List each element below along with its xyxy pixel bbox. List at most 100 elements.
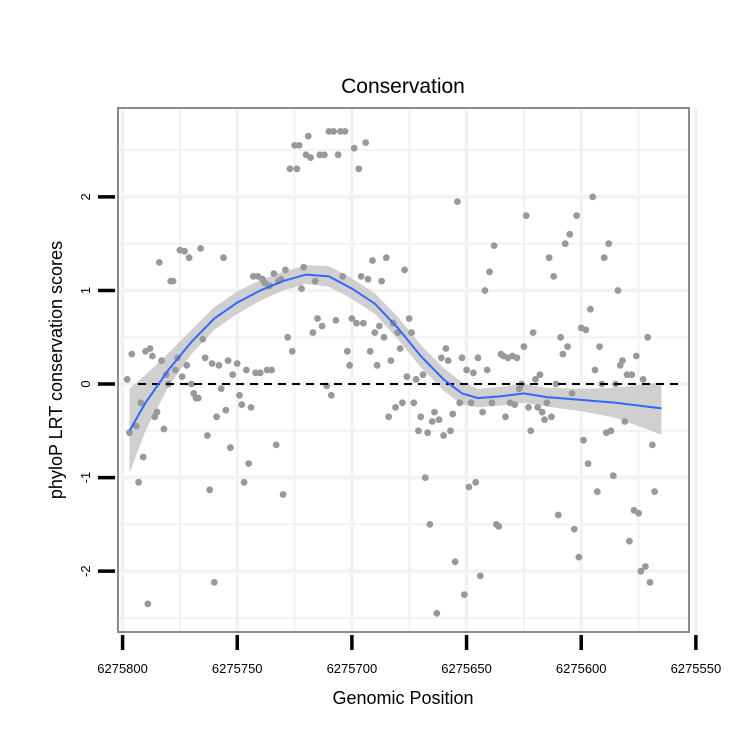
- data-point: [288, 347, 296, 355]
- data-point: [311, 277, 319, 285]
- grid-lines: [118, 108, 698, 632]
- data-point: [470, 369, 477, 377]
- data-point: [284, 333, 292, 341]
- data-point: [476, 572, 484, 580]
- data-point: [169, 277, 177, 285]
- data-point: [600, 254, 608, 262]
- data-point: [286, 165, 294, 173]
- data-point: [378, 277, 386, 285]
- data-point: [465, 483, 473, 491]
- data-point: [282, 266, 289, 274]
- data-point: [628, 371, 636, 379]
- data-point: [382, 254, 390, 262]
- data-point: [181, 247, 188, 255]
- data-point: [520, 343, 528, 350]
- data-point: [405, 315, 413, 322]
- data-point: [199, 335, 207, 343]
- x-tick-label: 6275600: [556, 661, 607, 676]
- data-point: [215, 361, 223, 369]
- data-point: [449, 410, 457, 418]
- data-point: [371, 329, 379, 336]
- data-point: [554, 511, 562, 519]
- data-point: [460, 591, 468, 598]
- data-point: [559, 350, 567, 358]
- data-point: [456, 399, 464, 407]
- data-point: [472, 478, 480, 486]
- data-point: [155, 259, 163, 266]
- data-point: [139, 453, 147, 461]
- data-point: [171, 366, 179, 374]
- data-point: [355, 165, 363, 173]
- data-point: [270, 270, 278, 277]
- data-point: [582, 326, 590, 334]
- data-point: [511, 401, 519, 408]
- data-point: [483, 366, 491, 374]
- data-point: [417, 413, 425, 421]
- data-point: [463, 366, 470, 374]
- data-point: [564, 343, 571, 350]
- data-point: [433, 609, 441, 617]
- data-point: [332, 317, 340, 324]
- data-point: [132, 422, 140, 430]
- data-point: [204, 432, 211, 439]
- data-point: [527, 427, 535, 435]
- data-point: [373, 361, 381, 369]
- panel-border: [117, 107, 690, 633]
- data-point: [437, 354, 445, 362]
- data-point: [137, 399, 145, 407]
- data-point: [385, 413, 392, 421]
- data-point: [197, 245, 205, 252]
- data-point: [451, 558, 459, 566]
- data-point: [334, 151, 342, 159]
- data-point: [247, 404, 255, 411]
- x-tick-label: 6275650: [441, 661, 492, 676]
- data-point: [419, 371, 427, 379]
- data-point: [486, 268, 493, 276]
- data-point: [366, 347, 374, 355]
- data-point: [295, 142, 303, 149]
- data-point: [513, 354, 521, 362]
- data-point: [238, 401, 246, 408]
- data-point: [412, 376, 420, 383]
- data-point: [321, 151, 328, 159]
- data-point: [135, 478, 143, 486]
- data-point: [609, 472, 617, 480]
- data-point: [545, 254, 553, 262]
- data-point: [621, 418, 629, 425]
- data-point: [614, 287, 622, 294]
- smooth-line: [128, 273, 662, 432]
- data-point: [392, 404, 399, 411]
- data-point: [201, 354, 209, 362]
- data-point: [424, 429, 431, 437]
- data-point: [587, 305, 594, 313]
- data-point: [632, 352, 640, 360]
- data-point: [194, 394, 202, 402]
- data-point: [245, 460, 253, 467]
- data-point: [502, 413, 509, 421]
- data-point: [481, 287, 489, 294]
- data-point: [593, 488, 601, 495]
- data-point: [341, 127, 349, 135]
- data-point: [128, 350, 136, 358]
- data-point: [401, 266, 408, 274]
- data-point: [380, 333, 388, 341]
- plot-panel: [117, 107, 698, 633]
- x-tick-label: 6275550: [671, 661, 722, 676]
- data-point: [298, 285, 305, 292]
- data-point: [403, 373, 411, 380]
- data-point: [126, 429, 133, 437]
- data-point: [343, 347, 351, 355]
- data-point: [158, 357, 166, 364]
- panel-background: [118, 108, 689, 632]
- data-point: [648, 441, 656, 449]
- data-point: [440, 432, 447, 439]
- data-point: [573, 212, 580, 220]
- chart-title: Conservation: [341, 75, 465, 98]
- data-point: [541, 416, 548, 423]
- data-point: [522, 212, 530, 220]
- data-point: [243, 366, 250, 374]
- data-point: [444, 357, 452, 364]
- data-point: [534, 404, 542, 411]
- data-point: [584, 460, 592, 467]
